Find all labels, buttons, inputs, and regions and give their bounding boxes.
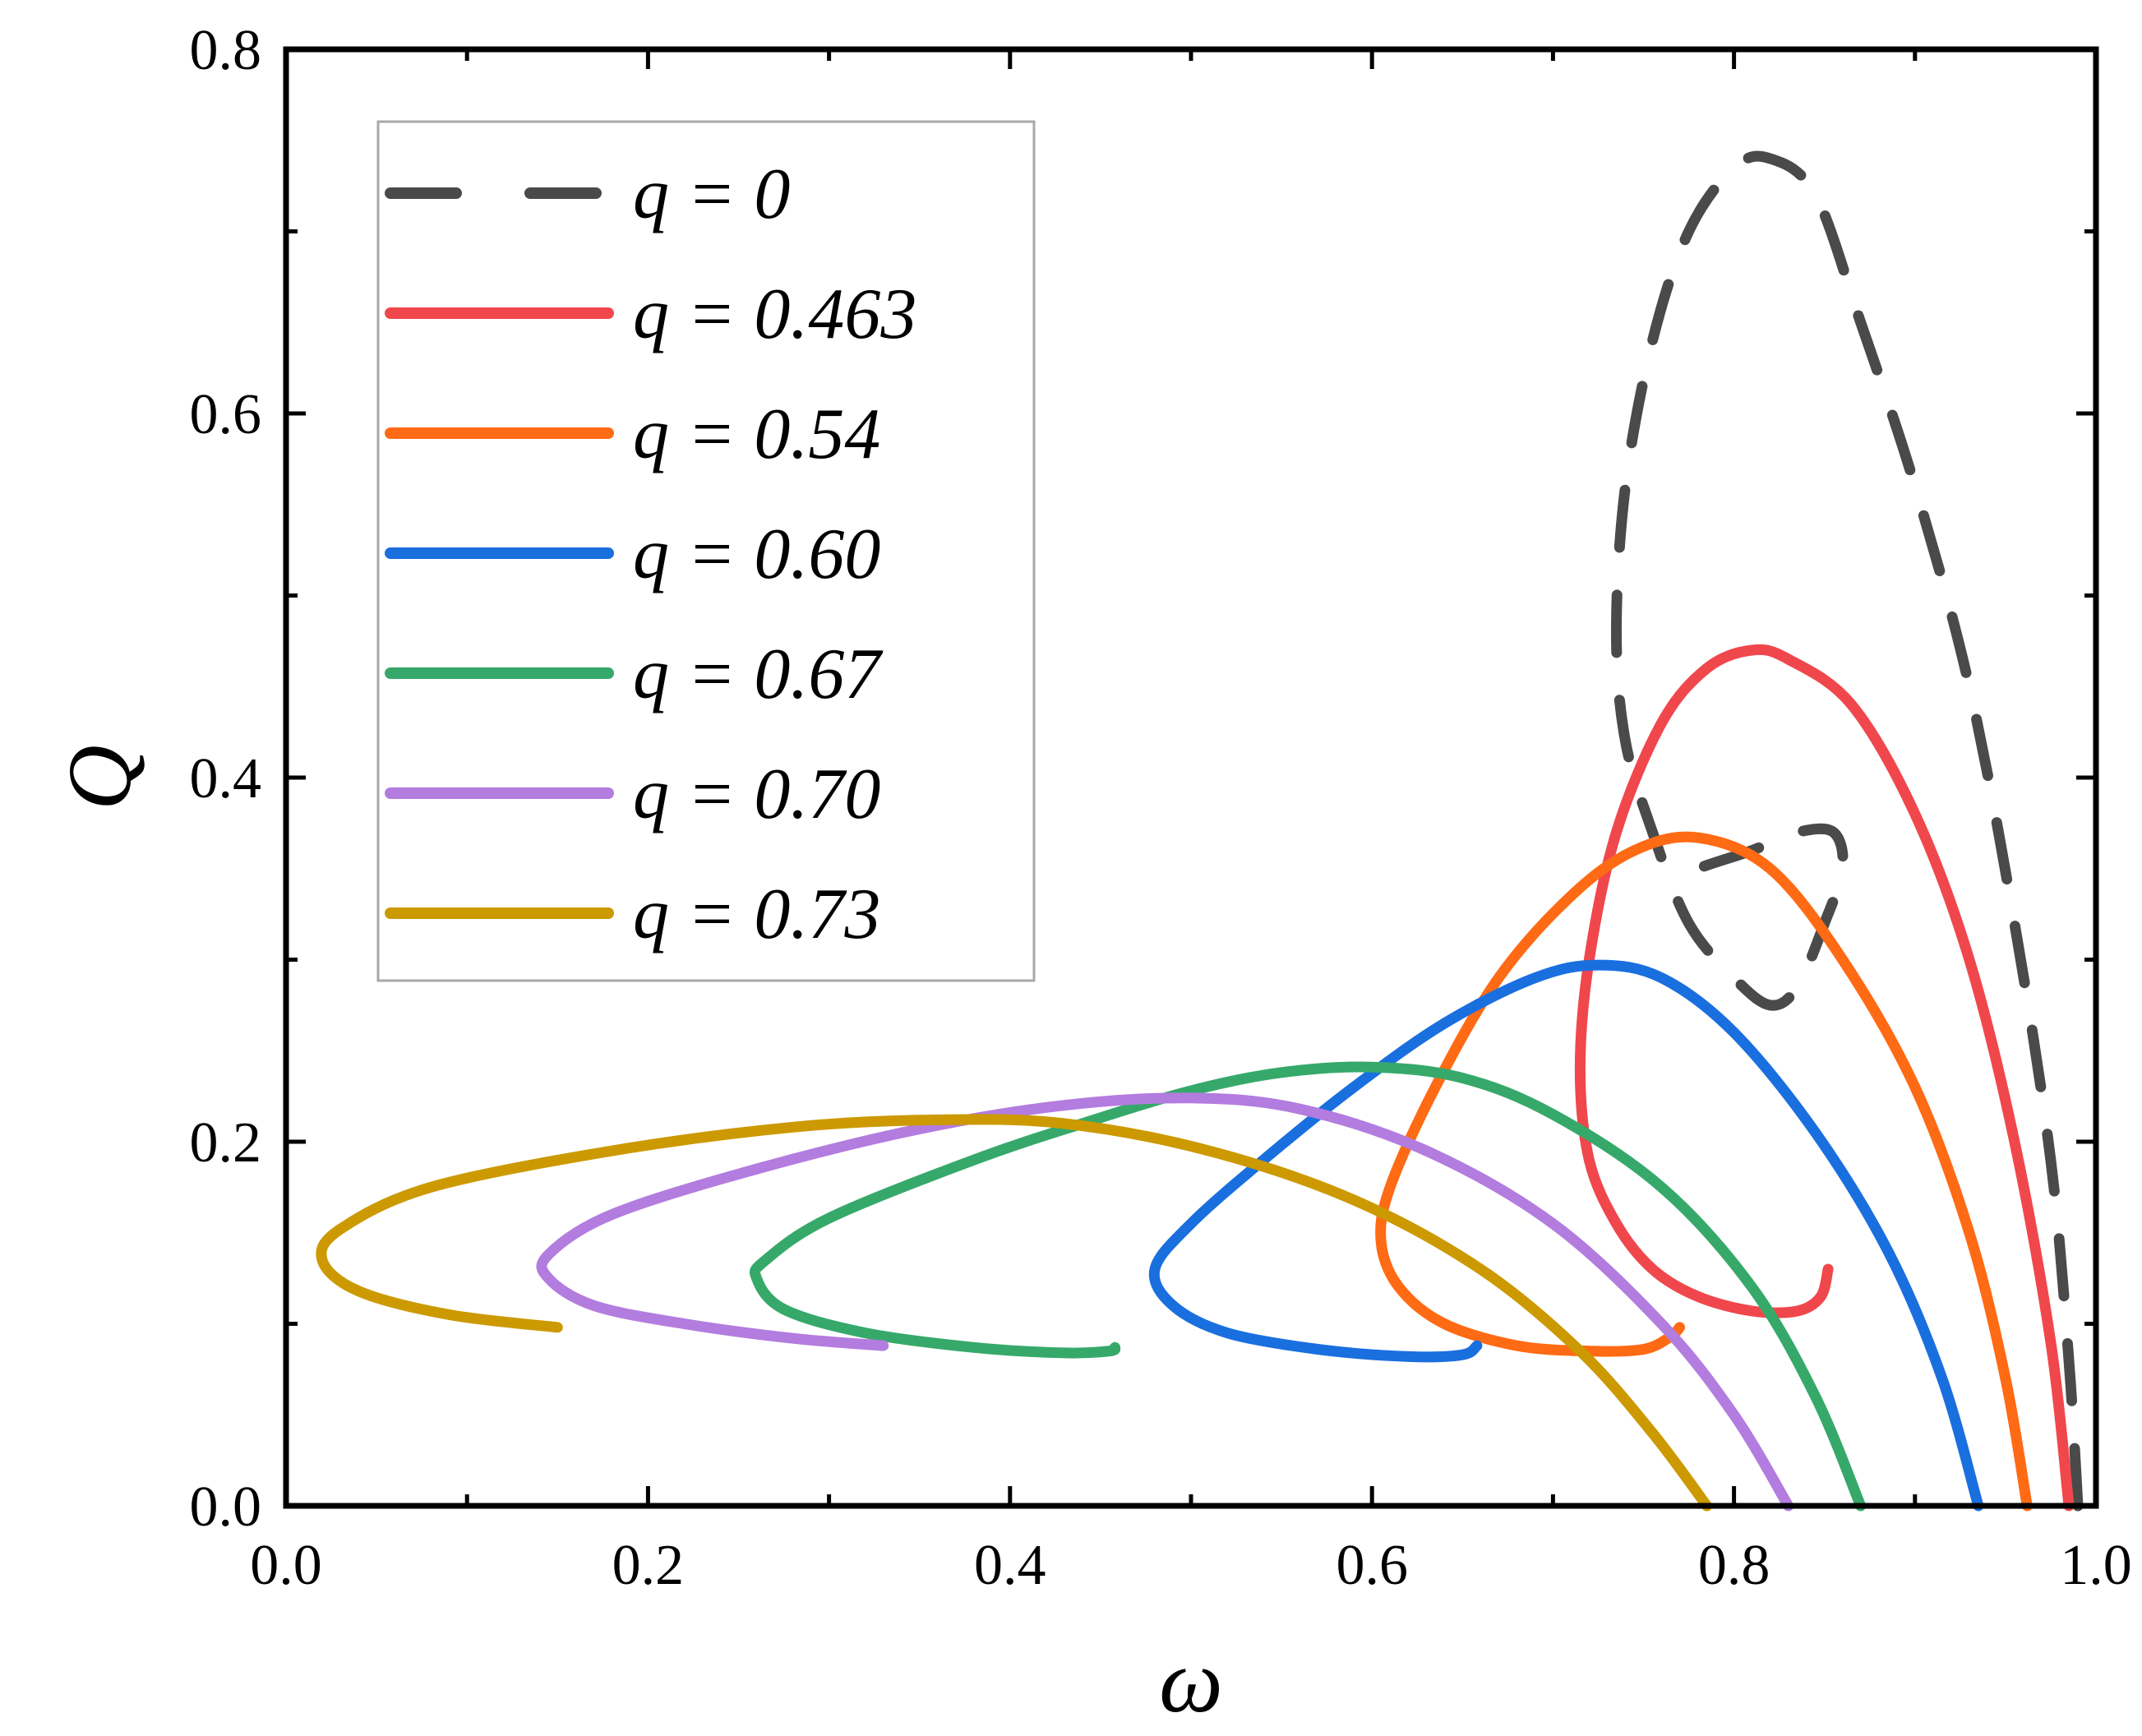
legend-label: q = 0.70 bbox=[633, 755, 880, 834]
x-tick-label: 0.8 bbox=[1698, 1534, 1770, 1597]
legend-label: q = 0.60 bbox=[633, 515, 880, 594]
legend-label: q = 0 bbox=[633, 155, 790, 234]
series-layer bbox=[316, 150, 2084, 1512]
y-tick-label: 0.6 bbox=[190, 383, 262, 446]
legend-entries: q = 0 q = 0.463 q = 0.54 q = 0.60 q = 0.67 q … bbox=[385, 155, 916, 954]
series-line-2 bbox=[1375, 831, 2033, 1512]
y-tick-label: 0.0 bbox=[190, 1475, 262, 1539]
legend-label: q = 0.463 bbox=[633, 275, 916, 354]
x-tick-label: 0.6 bbox=[1336, 1534, 1408, 1597]
series-line-4 bbox=[749, 1061, 1867, 1512]
series-line-1 bbox=[1574, 644, 2075, 1512]
tick-layer: 0.0 0.2 0.4 0.6 0.8 1.0 0.0 0.2 0.4 0.6 0.8 bbox=[190, 19, 2132, 1597]
x-tick-label: 0.4 bbox=[974, 1534, 1046, 1597]
series-line-3 bbox=[1148, 959, 1984, 1512]
x-tick-label: 0.2 bbox=[612, 1534, 685, 1597]
legend-label: q = 0.73 bbox=[633, 875, 880, 954]
y-tick-label: 0.2 bbox=[190, 1111, 262, 1175]
legend: q = 0 q = 0.463 q = 0.54 q = 0.60 q = 0.67 q … bbox=[376, 120, 1036, 982]
series-line-6 bbox=[316, 1114, 1713, 1512]
x-tick-label: 0.0 bbox=[250, 1534, 322, 1597]
y-tick-label: 0.8 bbox=[190, 19, 262, 82]
series-line-0 bbox=[1611, 150, 2084, 1512]
y-axis-label: Q bbox=[49, 745, 150, 810]
y-tick-label: 0.4 bbox=[190, 747, 262, 810]
x-tick-label: 1.0 bbox=[2060, 1534, 2132, 1597]
legend-label: q = 0.54 bbox=[633, 395, 880, 474]
x-axis-label: ω bbox=[1159, 1631, 1223, 1731]
legend-label: q = 0.67 bbox=[633, 635, 884, 714]
